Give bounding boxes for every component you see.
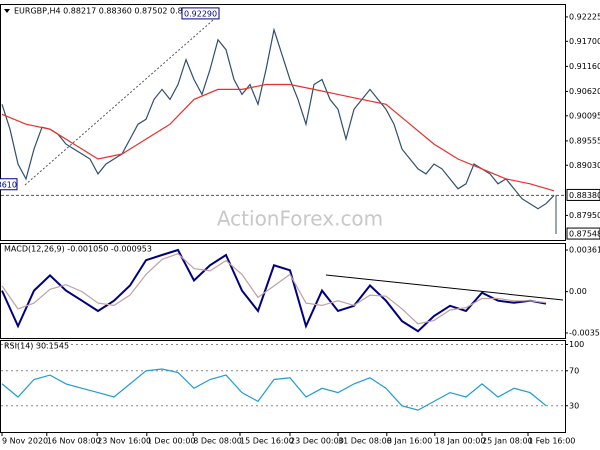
x-tick-label: 23 Dec 00:00 [290,437,344,446]
series-line [1,248,547,333]
annotation: 0.92290 [184,9,217,18]
macd-trend-line [325,274,564,301]
y-tick-label: 0.89555 [569,136,600,145]
price-marker-label: 0.88380 [569,191,600,200]
x-tick-label: 9 Nov 2020 [2,437,48,446]
series-line [1,27,555,210]
price-marker-label: 0.87548 [569,230,600,239]
rsi-title: RSI(14) 30.1545 [4,342,69,351]
x-tick-label: 8 Dec 08:00 [193,437,242,446]
x-tick-label: 18 Jan 00:00 [435,437,486,446]
series-line [1,83,555,192]
y-tick-label: 0.89030 [569,161,600,170]
y-tick-label: -0.003592 [569,328,600,337]
x-tick-label: 1 Feb 16:00 [528,437,575,446]
x-tick-label: 23 Nov 16:00 [97,437,151,446]
annotation: 0.88610 [0,180,17,189]
y-tick-label: 0.00 [569,287,587,296]
price-panel [0,4,566,241]
y-tick-label: 0.003615 [569,246,600,255]
series-line [1,368,547,411]
rsi-panel [0,340,566,433]
y-tick-label: 0.91160 [569,62,600,71]
price-marker-box [566,227,600,240]
price-title: EURGBP,H4 0.88217 0.88360 0.87502 0.8754… [14,7,203,16]
menu-icon [4,9,10,13]
y-tick-label: 70 [569,366,579,375]
x-tick-label: 31 Dec 08:00 [338,437,392,446]
y-tick-label: 0.90095 [569,111,600,120]
macd-panel [0,243,566,339]
x-tick-label: 8 Jan 16:00 [387,437,433,446]
y-tick-label: 0.91700 [569,37,600,46]
x-tick-label: 16 Nov 08:00 [47,437,101,446]
y-tick-label: 30 [569,401,579,410]
y-tick-label: 0.92225 [569,12,600,21]
y-tick-label: 100 [569,340,584,349]
trend-line [24,13,221,186]
y-tick-label: 0.87950 [569,211,600,220]
watermark: ActionForex.com [217,207,383,231]
annotation-box [0,178,18,191]
series-line [1,253,547,325]
x-tick-label: 1 Dec 00:00 [147,437,196,446]
annotation-box [181,7,220,20]
y-tick-label: 0.90620 [569,87,600,96]
price-marker-box [566,188,600,201]
macd-title: MACD(12,26,9) -0.001050 -0.000953 [4,245,152,254]
x-tick-label: 25 Jan 08:00 [482,437,533,446]
x-tick-label: 15 Dec 16:00 [240,437,294,446]
